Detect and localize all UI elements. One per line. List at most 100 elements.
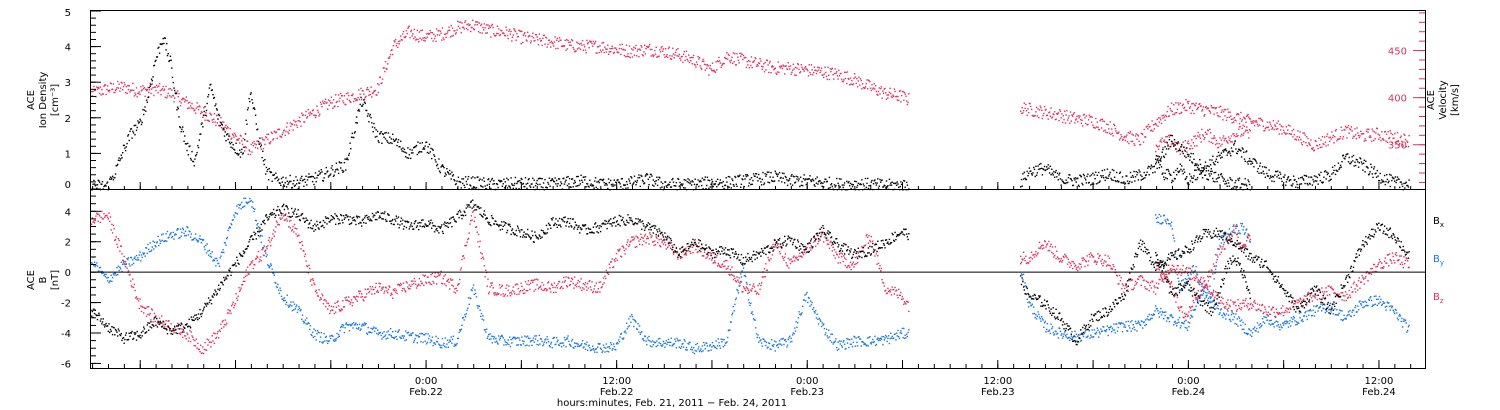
ion-density-point <box>830 184 832 186</box>
by-point <box>630 321 632 323</box>
ion-density-point <box>898 186 900 189</box>
velocity-point <box>195 107 198 109</box>
ion-density-point <box>345 158 348 161</box>
by-point <box>275 285 278 288</box>
velocity-point <box>810 64 813 66</box>
ion-density-point <box>689 182 691 185</box>
velocity-point <box>1100 119 1102 121</box>
ion-density-point <box>679 181 681 184</box>
velocity-point <box>364 96 366 99</box>
by-point <box>141 256 143 259</box>
by-point <box>1020 263 1022 265</box>
velocity-point <box>451 35 453 37</box>
by-point <box>1029 302 1031 304</box>
ion-density-point <box>665 185 667 187</box>
by-point <box>439 346 442 349</box>
ion-density-point <box>877 178 879 180</box>
ion-density-point <box>564 181 566 183</box>
by-point <box>708 345 711 347</box>
velocity-point <box>1143 128 1145 131</box>
velocity-point <box>139 93 141 96</box>
ion-density-point <box>454 180 456 182</box>
by-point <box>123 263 125 265</box>
velocity-point <box>599 49 602 51</box>
by-point <box>219 257 221 259</box>
ion-density-point <box>685 189 688 191</box>
velocity-point <box>1190 112 1192 114</box>
velocity-point <box>131 89 133 91</box>
ion-density-point <box>872 188 874 191</box>
by-point <box>535 335 538 337</box>
by-point <box>373 326 375 328</box>
velocity-point <box>1264 130 1266 132</box>
ion-density-point <box>330 167 333 169</box>
velocity-point <box>623 54 626 57</box>
by-point <box>122 260 125 262</box>
velocity-point <box>604 46 606 48</box>
velocity-point <box>1316 145 1319 147</box>
by-point <box>1151 317 1153 319</box>
by-point <box>102 272 104 274</box>
ion-density-point <box>891 181 893 183</box>
velocity-point <box>1365 139 1367 142</box>
ion-density-point <box>1338 168 1340 170</box>
ion-density-point <box>1123 181 1125 183</box>
velocity-point <box>537 39 539 41</box>
velocity-point <box>789 68 791 70</box>
velocity-point <box>1189 107 1191 109</box>
by-point <box>444 337 447 339</box>
ion-density-point <box>1276 176 1278 178</box>
velocity-point <box>1301 144 1303 146</box>
by-point <box>261 235 263 237</box>
by-point <box>1072 336 1075 338</box>
ion-density-point <box>789 177 791 180</box>
velocity-point <box>527 31 529 33</box>
ion-density-point <box>1316 180 1318 182</box>
ion-density-point <box>493 183 496 185</box>
by-point <box>152 240 154 242</box>
velocity-point <box>537 43 540 46</box>
ion-density-point <box>1108 175 1110 177</box>
velocity-point <box>1331 136 1334 139</box>
ion-density-point <box>786 179 788 181</box>
ion-density-point <box>1369 171 1371 173</box>
velocity-point <box>1222 119 1224 121</box>
by-point <box>178 237 180 239</box>
ion-density-point <box>1264 166 1266 168</box>
ion-density-point <box>690 181 692 183</box>
velocity-point <box>357 96 359 99</box>
ion-density-point <box>1121 176 1124 178</box>
ion-density-point <box>370 117 372 119</box>
by-point <box>228 227 230 230</box>
velocity-point <box>114 89 117 92</box>
velocity-point <box>335 101 338 104</box>
by-point <box>220 251 223 253</box>
by-point <box>293 309 295 311</box>
by-point <box>1143 321 1145 323</box>
velocity-point <box>838 69 840 71</box>
by-point <box>885 336 888 338</box>
velocity-point <box>762 66 764 68</box>
velocity-point <box>742 58 744 61</box>
ion-density-point <box>791 173 793 176</box>
velocity-point <box>825 75 828 77</box>
ion-density-point <box>150 78 153 80</box>
velocity-point <box>837 78 839 80</box>
ion-density-point <box>579 183 582 185</box>
ion-density-point <box>391 142 393 145</box>
velocity-point <box>1259 124 1261 126</box>
velocity-point <box>1194 145 1196 147</box>
velocity-point <box>874 88 876 90</box>
ion-density-point <box>820 182 822 185</box>
by-point <box>735 297 737 299</box>
ion-density-point <box>202 126 204 128</box>
ion-density-point <box>126 142 128 145</box>
velocity-point <box>1110 133 1112 136</box>
ion-density-point <box>350 136 353 138</box>
ion-density-point <box>1201 170 1203 172</box>
ion-density-point <box>1084 177 1086 179</box>
velocity-point <box>741 53 743 56</box>
by-point <box>105 273 107 276</box>
velocity-point <box>641 54 644 56</box>
ion-density-point <box>337 172 340 175</box>
